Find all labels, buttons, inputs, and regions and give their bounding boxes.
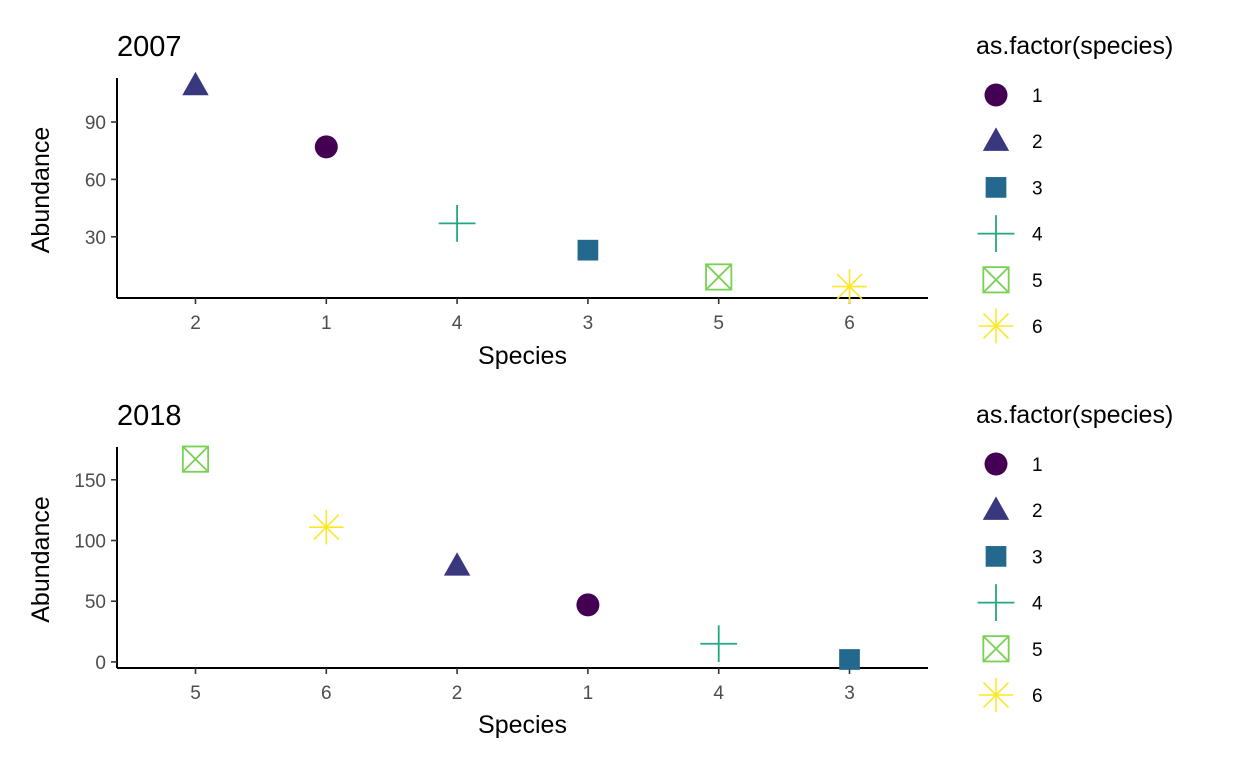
- x-tick-label: 5: [190, 683, 201, 704]
- legend-key-species-3: [985, 546, 1007, 567]
- panel-2018: 2018 0 50 100 150 5 6 2 1 4 3 Species Abundance as.fa…: [27, 400, 1173, 739]
- y-tick-label: 100: [74, 532, 106, 553]
- x-axis-title: Species: [478, 711, 567, 739]
- x-tick-label: 2: [190, 313, 201, 334]
- x-tick-label: 6: [844, 313, 855, 334]
- data-point-species-4: [700, 625, 738, 663]
- data-point-species-1: [576, 593, 600, 617]
- legend-key-species-6: [978, 308, 1014, 344]
- x-tick-label: 1: [583, 683, 594, 704]
- legend-label: 6: [1032, 317, 1043, 338]
- y-tick-label: 150: [74, 471, 106, 492]
- legend-key-species-1: [984, 83, 1008, 107]
- x-tick-label: 2: [452, 683, 463, 704]
- legend-key-species-5: [982, 266, 1010, 294]
- legend-key-species-4: [977, 584, 1015, 621]
- chart-title: 2007: [117, 31, 182, 63]
- legend: as.factor(species) 1 2 3 4 5 6: [976, 401, 1173, 713]
- legend-label: 2: [1032, 501, 1043, 522]
- legend-key-species-2: [982, 127, 1010, 151]
- legend-label: 5: [1032, 640, 1043, 661]
- legend-title: as.factor(species): [976, 401, 1173, 429]
- legend-key-species-1: [984, 452, 1008, 476]
- legend-label: 5: [1032, 271, 1043, 292]
- legend-label: 4: [1032, 594, 1043, 615]
- legend-label: 2: [1032, 132, 1043, 153]
- chart-title: 2018: [117, 400, 182, 432]
- legend-label: 3: [1032, 547, 1043, 568]
- legend-key-species-6: [978, 677, 1014, 713]
- y-tick-label: 0: [95, 653, 106, 674]
- data-point-species-3: [577, 239, 599, 261]
- legend: as.factor(species) 1 2 3 4 5 6: [976, 32, 1173, 344]
- data-point-species-5: [181, 445, 210, 473]
- data-point-species-6: [309, 509, 344, 545]
- legend-key-species-4: [977, 215, 1015, 252]
- x-tick-label: 4: [452, 313, 463, 334]
- legend-label: 1: [1032, 86, 1043, 107]
- x-axis-title: Species: [478, 342, 567, 370]
- x-tick-label: 3: [844, 683, 855, 704]
- legend-key-species-3: [985, 177, 1007, 198]
- x-tick-label: 6: [321, 683, 332, 704]
- y-tick-label: 90: [85, 113, 106, 134]
- legend-label: 3: [1032, 178, 1043, 199]
- y-tick-label: 60: [85, 170, 106, 191]
- data-point-species-1: [314, 135, 338, 159]
- data-point-species-2: [182, 71, 209, 96]
- y-axis-title: Abundance: [27, 496, 55, 623]
- data-point-species-5: [705, 263, 733, 291]
- x-tick-label: 5: [713, 313, 724, 334]
- legend-label: 1: [1032, 455, 1043, 476]
- data-point-species-6: [832, 269, 867, 304]
- panel-2007: 2007 30 60 90 2 1 4 3 5 6 Species Abundance as.facto…: [27, 31, 1173, 370]
- legend-title: as.factor(species): [976, 32, 1173, 60]
- y-axis-title: Abundance: [27, 127, 55, 254]
- legend-key-species-2: [982, 496, 1010, 520]
- legend-key-species-5: [982, 635, 1010, 663]
- legend-label: 4: [1032, 225, 1043, 246]
- data-point-species-3: [839, 649, 860, 670]
- x-tick-label: 4: [713, 683, 724, 704]
- x-tick-label: 1: [321, 313, 332, 334]
- y-tick-label: 30: [85, 228, 106, 249]
- legend-label: 6: [1032, 686, 1043, 707]
- data-point-species-4: [438, 204, 476, 242]
- x-tick-label: 3: [583, 313, 594, 334]
- data-point-species-2: [443, 552, 471, 576]
- y-tick-label: 50: [85, 592, 106, 613]
